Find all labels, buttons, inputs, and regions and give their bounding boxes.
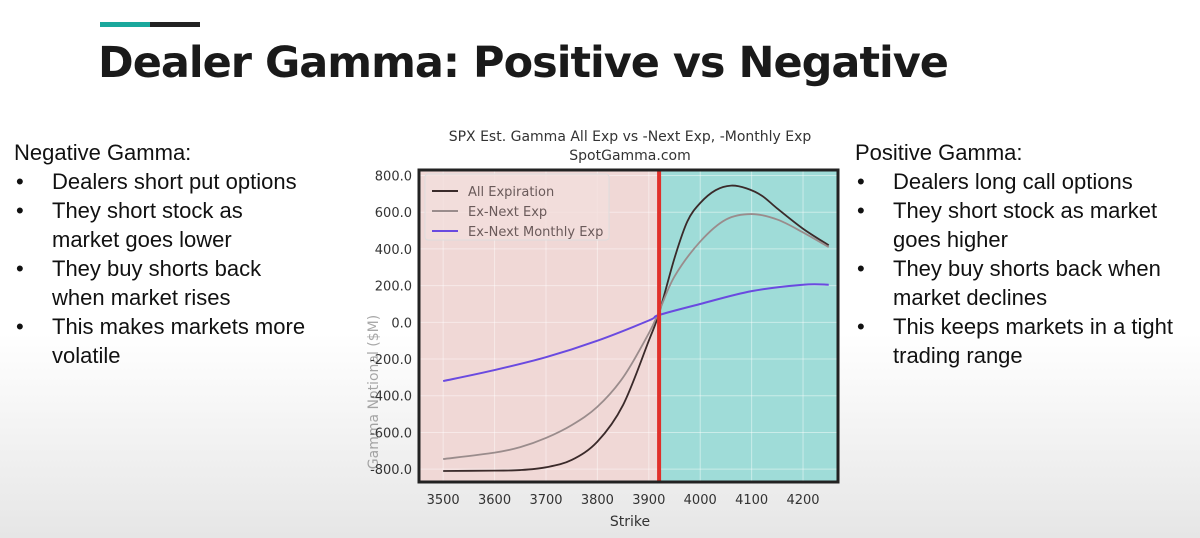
chart-subtitle: SpotGamma.com: [569, 148, 690, 164]
positive-region: [659, 170, 838, 482]
x-tick-label: 3900: [632, 493, 665, 508]
y-tick-label: -200.0: [370, 353, 412, 368]
y-tick-label: -600.0: [370, 426, 412, 441]
x-tick-label: 4100: [735, 493, 768, 508]
legend-label: Ex-Next Monthly Exp: [468, 225, 603, 240]
y-axis-label: Gamma Notional ($M): [366, 315, 382, 469]
negative-gamma-column: Negative Gamma: Dealers short put option…: [14, 138, 344, 370]
negative-bullet: They short stock as market goes lower: [14, 196, 282, 254]
y-tick-label: 200.0: [375, 280, 412, 295]
series-line-2: [442, 283, 829, 383]
positive-bullet: They short stock as market goes higher: [855, 196, 1200, 254]
series-line-1: [443, 213, 830, 460]
legend-label: All Expiration: [468, 185, 554, 200]
negative-gamma-heading: Negative Gamma:: [14, 140, 192, 165]
series-line-0: [443, 184, 830, 472]
y-tick-label: -800.0: [370, 463, 412, 478]
x-tick-label: 4200: [786, 493, 819, 508]
legend: All Expiration Ex-Next Exp Ex-Next Monthly…: [424, 173, 610, 241]
positive-gamma-heading: Positive Gamma:: [855, 140, 1023, 165]
negative-bullet: They buy shorts back when market rises: [14, 254, 312, 312]
x-tick-label: 4000: [684, 493, 717, 508]
plot-frame: [417, 168, 840, 484]
x-axis-label: Strike: [610, 514, 650, 530]
positive-bullet: This keeps markets in a tight trading ra…: [855, 312, 1183, 370]
y-tick-label: -400.0: [370, 390, 412, 405]
y-tick-label: 400.0: [375, 243, 412, 258]
y-tick-label: 600.0: [375, 206, 412, 221]
negative-bullet: Dealers short put options: [14, 167, 344, 196]
legend-label: Ex-Next Exp: [468, 205, 547, 220]
accent-bar-teal: [100, 22, 150, 27]
positive-bullet: Dealers long call options: [855, 167, 1195, 196]
positive-gamma-column: Positive Gamma: Dealers long call option…: [855, 138, 1195, 370]
chart-title: SPX Est. Gamma All Exp vs -Next Exp, -Mo…: [449, 129, 812, 145]
y-tick-label: 0.0: [391, 316, 412, 331]
positive-bullet: They buy shorts back when market decline…: [855, 254, 1200, 312]
x-tick-label: 3800: [581, 493, 614, 508]
x-tick-label: 3700: [529, 493, 562, 508]
y-tick-label: 800.0: [375, 170, 412, 185]
x-tick-label: 3600: [478, 493, 511, 508]
gamma-chart: SPX Est. Gamma All Exp vs -Next Exp, -Mo…: [366, 129, 840, 530]
negative-bullet: This makes markets more volatile: [14, 312, 352, 370]
x-tick-label: 3500: [427, 493, 460, 508]
slide-title: Dealer Gamma: Positive vs Negative: [98, 38, 949, 88]
accent-bar-dark: [150, 22, 200, 27]
